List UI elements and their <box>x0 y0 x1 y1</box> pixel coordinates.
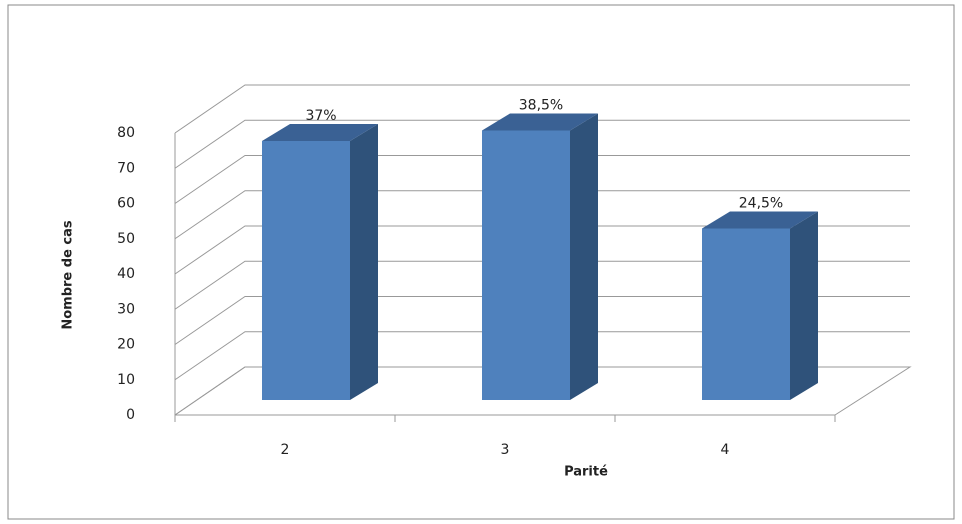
grid-line <box>174 155 910 204</box>
grid-line <box>174 331 910 381</box>
grid-line <box>174 260 910 310</box>
bar-top <box>702 211 818 229</box>
value-label: 37% <box>305 108 336 124</box>
bar <box>482 130 570 400</box>
y-tick-label: 80 <box>117 125 135 141</box>
value-label: 24,5% <box>739 196 783 212</box>
y-tick-label: 60 <box>117 196 135 212</box>
y-tick-label: 10 <box>117 372 135 388</box>
y-axis-title: Nombre de cas <box>61 220 76 330</box>
x-axis-title: Parité <box>564 465 608 480</box>
x-tick-label: 3 <box>501 442 510 458</box>
value-label: 38,5% <box>519 98 563 114</box>
y-tick-label: 0 <box>126 407 135 423</box>
grid-line <box>174 190 910 240</box>
y-tick-label: 30 <box>117 301 135 317</box>
bar-side <box>350 124 378 400</box>
bar-top <box>482 113 598 131</box>
bar-top <box>262 124 378 141</box>
y-tick-label: 70 <box>117 160 135 176</box>
bar <box>262 141 350 400</box>
bar-side <box>790 211 818 400</box>
y-tick-label: 20 <box>117 337 135 353</box>
bar <box>702 228 790 400</box>
grid-line <box>174 366 910 416</box>
x-tick-label: 2 <box>281 442 290 458</box>
grid-line <box>174 84 910 134</box>
grid-line <box>174 225 910 275</box>
bar-side <box>570 113 598 400</box>
x-tick-label: 4 <box>721 442 730 458</box>
y-tick-label: 50 <box>117 231 135 247</box>
grid-line <box>174 119 910 169</box>
y-tick-label: 40 <box>117 266 135 282</box>
grid-line <box>174 296 910 345</box>
